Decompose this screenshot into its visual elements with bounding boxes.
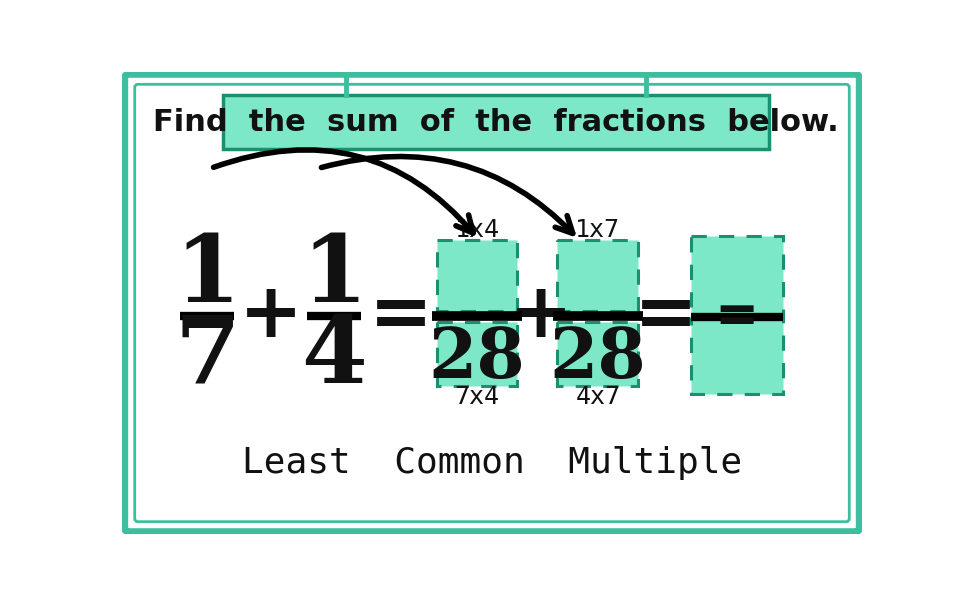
Text: 1: 1 bbox=[301, 231, 367, 321]
Bar bbox=[437, 322, 517, 386]
Bar bbox=[437, 240, 517, 311]
Text: 4: 4 bbox=[301, 312, 367, 402]
Text: 1x7: 1x7 bbox=[575, 218, 620, 242]
Text: =: = bbox=[715, 291, 759, 343]
Text: +: + bbox=[509, 279, 572, 353]
Bar bbox=[558, 322, 638, 386]
Text: Find  the  sum  of  the  fractions  below.: Find the sum of the fractions below. bbox=[153, 107, 839, 137]
Text: +: + bbox=[239, 279, 303, 353]
Text: 7: 7 bbox=[174, 312, 240, 402]
Text: 1x4: 1x4 bbox=[454, 218, 499, 242]
Text: 28: 28 bbox=[428, 325, 525, 392]
Bar bbox=[690, 317, 783, 394]
Text: 7x4: 7x4 bbox=[454, 385, 499, 409]
FancyBboxPatch shape bbox=[125, 74, 859, 532]
Text: 28: 28 bbox=[549, 325, 646, 392]
Text: =: = bbox=[370, 279, 433, 353]
Text: =: = bbox=[634, 279, 698, 353]
Text: 4x7: 4x7 bbox=[575, 385, 620, 409]
Text: 1: 1 bbox=[174, 231, 240, 321]
Bar bbox=[223, 95, 769, 149]
Bar bbox=[690, 236, 783, 317]
Bar bbox=[558, 240, 638, 311]
Text: Least  Common  Multiple: Least Common Multiple bbox=[242, 446, 742, 480]
